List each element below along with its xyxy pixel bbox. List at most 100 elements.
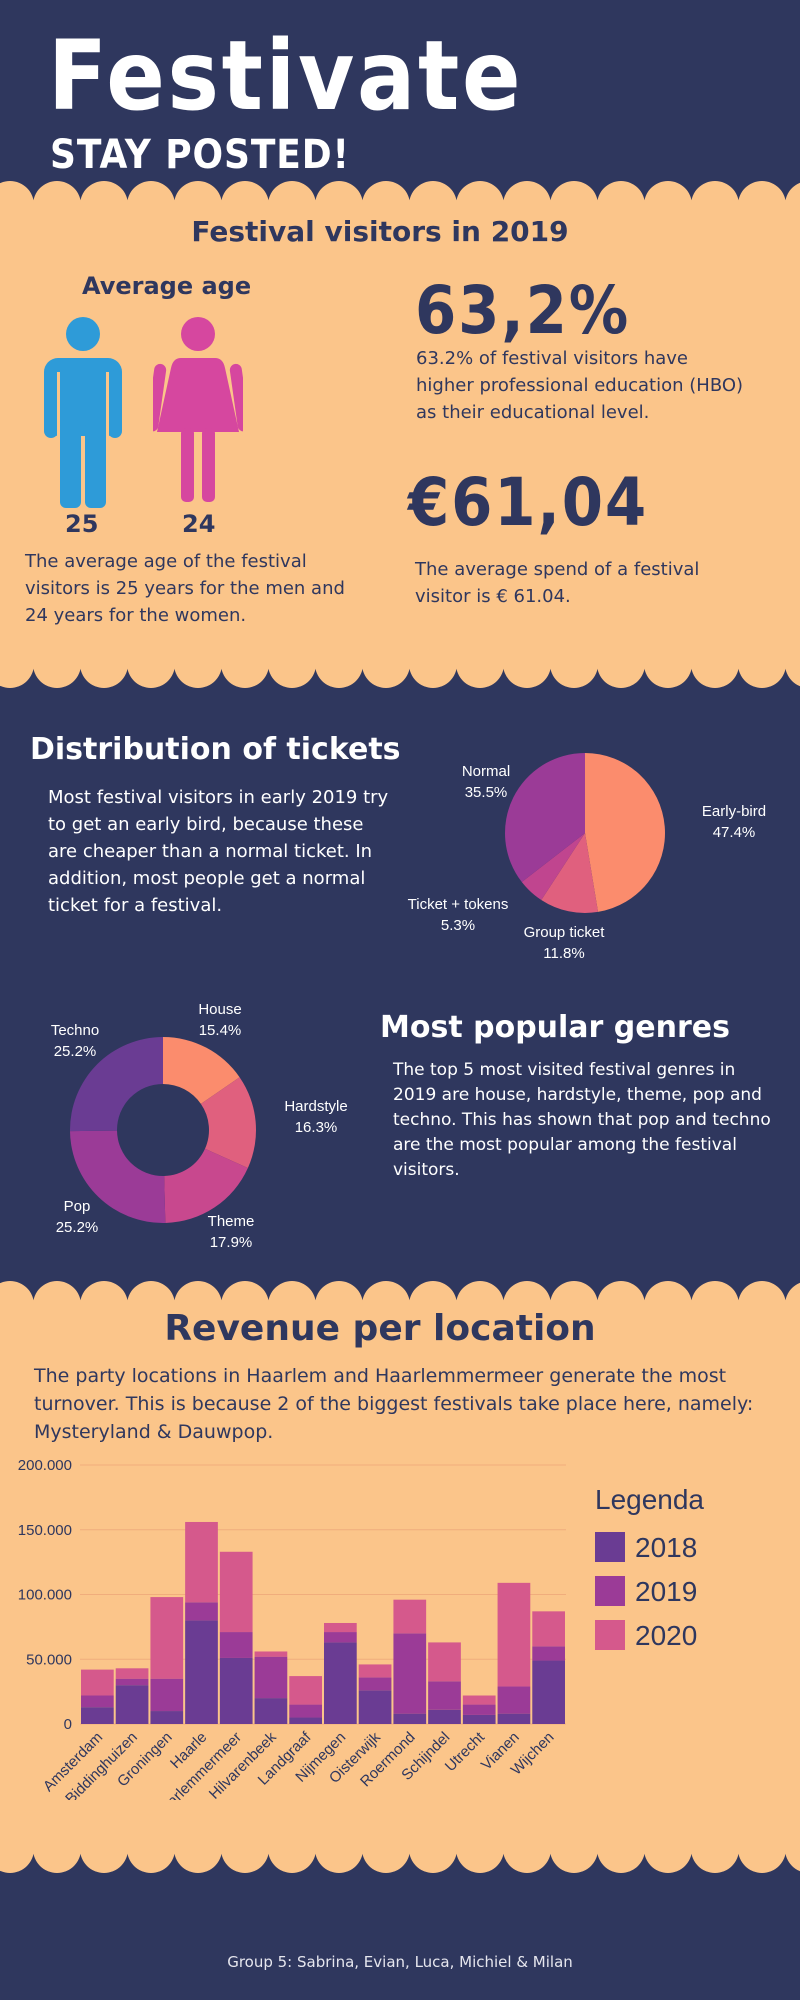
bar-2018 (497, 1713, 531, 1724)
bar-2020 (115, 1668, 149, 1679)
slice-label-value: 17.9% (209, 1234, 253, 1251)
scallop-bump (550, 1849, 598, 1873)
bar-2018 (428, 1709, 461, 1724)
scallop-bump (268, 181, 316, 205)
average-spend-value: €61,04 (408, 464, 649, 541)
bar-2018 (219, 1657, 253, 1724)
slice-hardstyle (200, 1077, 256, 1169)
women-age-value: 24 (182, 510, 216, 538)
scallop-bump (597, 1281, 645, 1305)
scallop-bump (362, 181, 410, 205)
scallop-bump (597, 664, 645, 688)
bar-2020 (150, 1597, 184, 1679)
y-tick-label: 100.000 (18, 1587, 72, 1604)
scallop-bump (597, 181, 645, 205)
y-tick-label: 0 (64, 1716, 72, 1733)
bar-2020 (462, 1695, 496, 1705)
slice-normal (505, 753, 585, 883)
woman-icon (153, 317, 243, 502)
scallop-bump (80, 664, 128, 688)
slice-label-name: Pop (63, 1198, 91, 1215)
bar-2019 (428, 1681, 461, 1710)
bar-2019 (393, 1633, 427, 1714)
scallop-bump (174, 1849, 222, 1873)
scallop-bump (503, 181, 551, 205)
scallop-bump (362, 1849, 410, 1873)
legend-label: 2018 (635, 1532, 697, 1563)
bar-2019 (185, 1602, 218, 1621)
slice-label-hardstyle: Hardstyle 16.3% (256, 1096, 376, 1138)
scallop-bump (644, 1849, 692, 1873)
scallop-top-1 (0, 181, 800, 205)
scallop-bump (362, 1281, 410, 1305)
slice-label-value: 15.4% (198, 1022, 242, 1039)
scallop-bump (597, 1849, 645, 1873)
scallop-bump (550, 181, 598, 205)
bar-2020 (497, 1582, 531, 1687)
scallop-bump (644, 1281, 692, 1305)
tickets-text: Most festival visitors in early 2019 try… (48, 787, 389, 916)
scallop-bump (221, 664, 269, 688)
bar-2019 (115, 1678, 149, 1686)
bar-2018 (254, 1698, 288, 1724)
slice-label-early-bird: Early-bird 47.4% (674, 801, 794, 843)
bar-2019 (324, 1632, 357, 1643)
slice-label-name: Hardstyle (284, 1098, 348, 1115)
bar-2020 (324, 1622, 357, 1633)
visitors-section-title: Festival visitors in 2019 (191, 215, 569, 248)
bar-2019 (532, 1646, 565, 1661)
hbo-percentage: 63,2% (415, 272, 631, 349)
scallop-bump (785, 1282, 800, 1305)
slice-label-name: Group ticket (523, 924, 605, 941)
scallop-bump (409, 1849, 457, 1873)
scallop-bump (0, 1281, 34, 1305)
scallop-bump (174, 181, 222, 205)
scallop-bump (550, 1281, 598, 1305)
scallop-bump (127, 1281, 175, 1305)
scallop-bump (0, 181, 34, 205)
revenue-section-title: Revenue per location (164, 1308, 596, 1349)
scallop-bump (785, 664, 800, 687)
bar-2018 (289, 1717, 322, 1724)
revenue-band (0, 1304, 800, 1850)
slice-label-ticket-tokens: Ticket + tokens 5.3% (398, 894, 518, 936)
tickets-section-title: Distribution of tickets (30, 732, 401, 767)
bar-2018 (115, 1685, 149, 1724)
bar-2019 (497, 1686, 531, 1714)
y-tick-label: 200.000 (18, 1457, 72, 1474)
slice-early-bird (585, 753, 665, 912)
scallop-bump (33, 1849, 81, 1873)
hbo-text: 63.2% of festival visitors have higher p… (416, 348, 744, 423)
bar-2019 (358, 1677, 392, 1691)
bar-2018 (150, 1711, 184, 1724)
bar-2018 (81, 1707, 114, 1724)
legend-label: 2019 (635, 1576, 697, 1607)
average-age-text: The average age of the festival visitors… (25, 551, 345, 626)
scallop-bump (174, 664, 222, 688)
scallop-bump (0, 664, 34, 688)
slice-label-name: Theme (207, 1213, 255, 1230)
scallop-bump (127, 664, 175, 688)
scallop-bump (785, 182, 800, 205)
bar-2020 (254, 1651, 288, 1657)
y-tick-label: 150.000 (18, 1522, 72, 1539)
men-age-value: 25 (65, 510, 99, 538)
bar-2020 (358, 1664, 392, 1678)
slice-label-value: 25.2% (53, 1043, 97, 1060)
man-icon (44, 317, 122, 508)
visitors-band (0, 205, 800, 665)
slice-label-name: Ticket + tokens (407, 896, 509, 913)
scallop-bump (268, 1849, 316, 1873)
bar-2019 (219, 1632, 253, 1658)
scallop-bump (503, 1281, 551, 1305)
scallop-bump (174, 1281, 222, 1305)
scallop-bump (456, 181, 504, 205)
scallop-bump (456, 1281, 504, 1305)
slice-label-value: 16.3% (294, 1119, 338, 1136)
scallop-bump (691, 181, 739, 205)
scallop-bump (691, 1281, 739, 1305)
bar-2020 (219, 1551, 253, 1633)
scallop-bump (738, 181, 786, 205)
scallop-bump (550, 664, 598, 688)
